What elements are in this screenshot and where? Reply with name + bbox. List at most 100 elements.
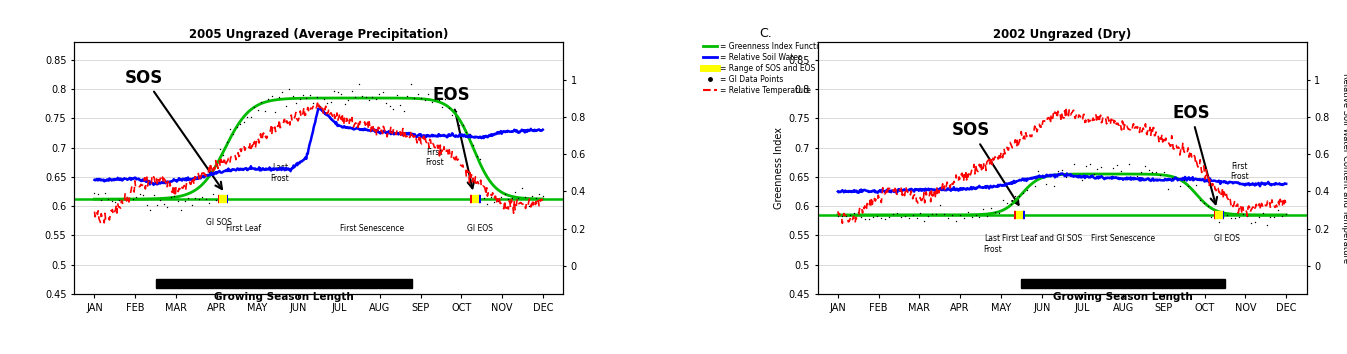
Point — [407, 91, 428, 97]
Point — [414, 97, 435, 102]
Point — [528, 191, 550, 197]
Point — [989, 210, 1010, 216]
Point — [1204, 211, 1226, 216]
Point — [369, 91, 391, 97]
Point — [952, 215, 974, 221]
Point — [299, 92, 321, 98]
Point — [233, 120, 255, 125]
Point — [511, 185, 532, 191]
Point — [279, 86, 300, 92]
Point — [1216, 212, 1238, 218]
Point — [854, 216, 876, 222]
Point — [921, 211, 943, 217]
Point — [981, 206, 1002, 211]
Text: C.: C. — [758, 27, 772, 40]
Point — [334, 102, 356, 107]
Point — [1161, 175, 1183, 181]
Point — [1263, 214, 1285, 219]
Point — [938, 216, 959, 221]
Bar — [156, 279, 412, 288]
Point — [119, 196, 140, 201]
Point — [180, 202, 202, 208]
Point — [1095, 175, 1117, 181]
Point — [1177, 184, 1199, 189]
Point — [317, 101, 338, 106]
Point — [143, 193, 164, 198]
Point — [1110, 168, 1131, 174]
Point — [508, 195, 529, 201]
Point — [94, 190, 116, 196]
Point — [882, 211, 904, 217]
Point — [1228, 215, 1250, 220]
Point — [387, 92, 408, 98]
Point — [88, 191, 109, 197]
Point — [1036, 181, 1057, 187]
Point — [484, 199, 505, 205]
Point — [1157, 186, 1179, 192]
Point — [288, 96, 310, 102]
Point — [1193, 200, 1215, 206]
Point — [886, 210, 908, 216]
Text: SOS: SOS — [952, 121, 1018, 205]
Point — [1185, 182, 1207, 188]
Point — [455, 130, 477, 135]
Point — [303, 101, 325, 106]
Point — [942, 212, 963, 218]
Point — [247, 107, 268, 113]
Point — [400, 81, 422, 87]
Point — [348, 82, 369, 87]
Point — [1020, 174, 1041, 179]
Point — [1251, 211, 1273, 216]
Point — [501, 195, 523, 201]
Point — [878, 214, 900, 219]
Point — [473, 195, 494, 201]
Legend: = Greenness Index Function, = Relative Soil Water, = Range of SOS and EOS, = GI : = Greenness Index Function, = Relative S… — [702, 41, 828, 96]
Text: Growing Season Length: Growing Season Length — [214, 292, 354, 302]
Point — [358, 97, 380, 103]
Point — [383, 106, 404, 112]
Point — [1181, 177, 1203, 183]
Point — [114, 196, 136, 201]
Point — [185, 195, 206, 201]
Point — [216, 139, 237, 145]
Point — [449, 122, 470, 127]
Point — [330, 92, 352, 97]
Text: Growing Season Length: Growing Season Length — [1053, 292, 1193, 302]
Point — [191, 194, 213, 200]
Text: First Leaf: First Leaf — [226, 224, 261, 233]
Point — [1138, 167, 1160, 172]
Text: First Senescence: First Senescence — [339, 224, 404, 233]
Point — [1083, 171, 1105, 177]
Point — [306, 94, 327, 100]
Point — [1146, 169, 1168, 175]
Point — [1169, 183, 1191, 189]
Text: Last
Frost: Last Frost — [271, 163, 290, 183]
Point — [925, 211, 947, 217]
Point — [1134, 163, 1156, 169]
Point — [268, 95, 290, 100]
Point — [129, 192, 151, 197]
Point — [470, 156, 492, 162]
Point — [105, 199, 127, 205]
Point — [968, 214, 990, 220]
Point — [1268, 207, 1289, 213]
Point — [1220, 215, 1242, 221]
Point — [519, 204, 540, 209]
Point — [310, 103, 331, 109]
Point — [909, 210, 931, 216]
Point — [84, 190, 105, 196]
Point — [1079, 161, 1100, 166]
Point — [229, 122, 251, 127]
Point — [97, 196, 119, 201]
Point — [1063, 161, 1084, 167]
Point — [101, 198, 123, 203]
Point — [898, 215, 920, 221]
Point — [890, 214, 912, 220]
Point — [264, 109, 286, 114]
Point — [1259, 214, 1281, 219]
Point — [271, 89, 292, 95]
Point — [237, 114, 259, 119]
Text: First
Frost: First Frost — [426, 148, 445, 167]
Point — [913, 218, 935, 224]
Point — [404, 96, 426, 101]
